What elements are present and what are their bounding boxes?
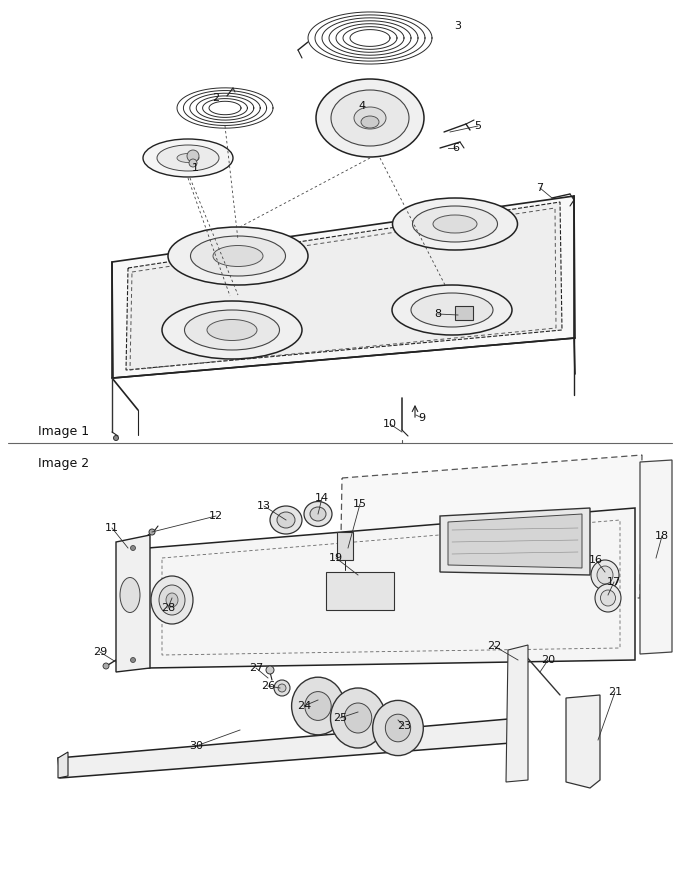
Ellipse shape	[373, 700, 423, 756]
Text: 25: 25	[333, 713, 347, 723]
Ellipse shape	[168, 227, 308, 285]
Bar	[326, 572, 394, 610]
Polygon shape	[58, 718, 524, 778]
Ellipse shape	[143, 139, 233, 177]
Text: 17: 17	[607, 577, 621, 587]
Ellipse shape	[159, 585, 185, 615]
Ellipse shape	[316, 79, 424, 157]
Ellipse shape	[411, 293, 493, 327]
Ellipse shape	[310, 507, 326, 521]
Text: 24: 24	[297, 701, 311, 711]
Circle shape	[103, 663, 109, 669]
Ellipse shape	[361, 116, 379, 128]
Text: 5: 5	[475, 121, 481, 131]
Text: 18: 18	[655, 531, 669, 541]
Ellipse shape	[331, 90, 409, 146]
Circle shape	[131, 546, 135, 551]
Text: 30: 30	[189, 741, 203, 751]
Text: 26: 26	[261, 681, 275, 691]
Polygon shape	[340, 455, 642, 598]
Ellipse shape	[184, 310, 279, 350]
Polygon shape	[112, 196, 575, 378]
Ellipse shape	[166, 593, 178, 607]
Ellipse shape	[177, 153, 199, 163]
Text: 19: 19	[329, 553, 343, 563]
Ellipse shape	[600, 590, 615, 606]
Text: 28: 28	[161, 603, 175, 613]
Text: 9: 9	[418, 413, 426, 423]
Ellipse shape	[207, 319, 257, 341]
Ellipse shape	[433, 215, 477, 233]
Text: 21: 21	[608, 687, 622, 697]
Text: 7: 7	[537, 183, 543, 193]
Circle shape	[278, 684, 286, 692]
Circle shape	[266, 666, 274, 674]
Ellipse shape	[213, 246, 263, 267]
Text: 2: 2	[212, 93, 220, 103]
Ellipse shape	[157, 145, 219, 171]
Polygon shape	[440, 508, 590, 575]
Text: 1: 1	[192, 163, 199, 173]
Polygon shape	[640, 460, 672, 654]
Text: 8: 8	[435, 309, 441, 319]
Ellipse shape	[354, 107, 386, 129]
Ellipse shape	[595, 584, 621, 612]
Circle shape	[131, 657, 135, 663]
Text: 13: 13	[257, 501, 271, 511]
Ellipse shape	[305, 692, 331, 721]
Ellipse shape	[392, 285, 512, 335]
Ellipse shape	[413, 206, 498, 242]
Ellipse shape	[597, 566, 613, 584]
Text: 22: 22	[487, 641, 501, 651]
Ellipse shape	[292, 678, 344, 735]
Ellipse shape	[386, 715, 411, 742]
Ellipse shape	[277, 512, 295, 528]
Polygon shape	[566, 695, 600, 788]
Ellipse shape	[270, 506, 302, 534]
Text: 14: 14	[315, 493, 329, 503]
Text: 3: 3	[454, 21, 462, 31]
Polygon shape	[448, 514, 582, 568]
Ellipse shape	[162, 301, 302, 359]
Text: Image 2: Image 2	[38, 457, 89, 470]
Ellipse shape	[190, 236, 286, 276]
Polygon shape	[506, 645, 528, 782]
Text: 4: 4	[358, 101, 366, 111]
Circle shape	[149, 529, 155, 535]
Polygon shape	[116, 535, 150, 672]
Circle shape	[274, 680, 290, 696]
Ellipse shape	[591, 560, 619, 590]
Text: 20: 20	[541, 655, 555, 665]
Text: 16: 16	[589, 555, 603, 565]
Polygon shape	[126, 202, 562, 370]
Text: 27: 27	[249, 663, 263, 673]
Text: Image 1: Image 1	[38, 424, 89, 437]
Circle shape	[114, 436, 118, 441]
Text: 29: 29	[93, 647, 107, 657]
Polygon shape	[58, 752, 68, 778]
Polygon shape	[148, 508, 635, 668]
Text: 6: 6	[452, 143, 460, 153]
Bar	[455, 306, 473, 320]
Circle shape	[189, 159, 197, 167]
Ellipse shape	[330, 688, 386, 748]
Circle shape	[187, 150, 199, 162]
Text: 15: 15	[353, 499, 367, 509]
Text: 11: 11	[105, 523, 119, 533]
Ellipse shape	[304, 502, 332, 526]
Text: 12: 12	[209, 511, 223, 521]
Ellipse shape	[151, 576, 193, 624]
Text: 23: 23	[397, 721, 411, 731]
Bar	[337, 532, 353, 560]
Ellipse shape	[120, 577, 140, 612]
Ellipse shape	[392, 198, 517, 250]
Ellipse shape	[344, 703, 372, 733]
Text: 10: 10	[383, 419, 397, 429]
